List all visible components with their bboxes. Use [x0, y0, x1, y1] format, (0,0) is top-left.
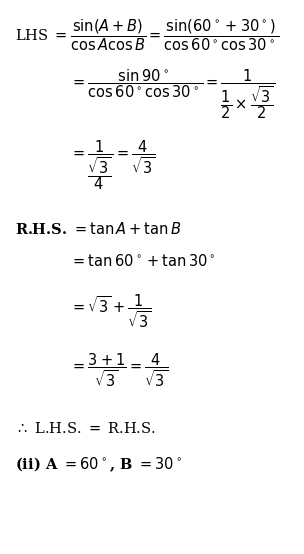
Text: LHS $= \dfrac{\sin(A+B)}{\cos A\cos B} = \dfrac{\sin(60^\circ+30^\circ)}{\cos 60: LHS $= \dfrac{\sin(A+B)}{\cos A\cos B} =… — [15, 17, 279, 53]
Text: $\therefore$ L.H.S. $=$ R.H.S.: $\therefore$ L.H.S. $=$ R.H.S. — [15, 421, 156, 436]
Text: $= \dfrac{1}{\dfrac{\sqrt{3}}{4}} = \dfrac{4}{\sqrt{3}}$: $= \dfrac{1}{\dfrac{\sqrt{3}}{4}} = \dfr… — [70, 138, 155, 192]
Text: (ii) A $= 60^\circ$, B $= 30^\circ$: (ii) A $= 60^\circ$, B $= 30^\circ$ — [15, 455, 182, 474]
Text: $= \sqrt{3} + \dfrac{1}{\sqrt{3}}$: $= \sqrt{3} + \dfrac{1}{\sqrt{3}}$ — [70, 293, 152, 330]
Text: $= \dfrac{3+1}{\sqrt{3}} = \dfrac{4}{\sqrt{3}}$: $= \dfrac{3+1}{\sqrt{3}} = \dfrac{4}{\sq… — [70, 351, 168, 389]
Text: $= \dfrac{\sin 90^\circ}{\cos 60^\circ\cos 30^\circ} = \dfrac{1}{\dfrac{1}{2}\ti: $= \dfrac{\sin 90^\circ}{\cos 60^\circ\c… — [70, 66, 276, 121]
Text: $= \tan 60^\circ + \tan 30^\circ$: $= \tan 60^\circ + \tan 30^\circ$ — [70, 253, 216, 269]
Text: R.H.S. $= \tan A + \tan B$: R.H.S. $= \tan A + \tan B$ — [15, 221, 181, 237]
